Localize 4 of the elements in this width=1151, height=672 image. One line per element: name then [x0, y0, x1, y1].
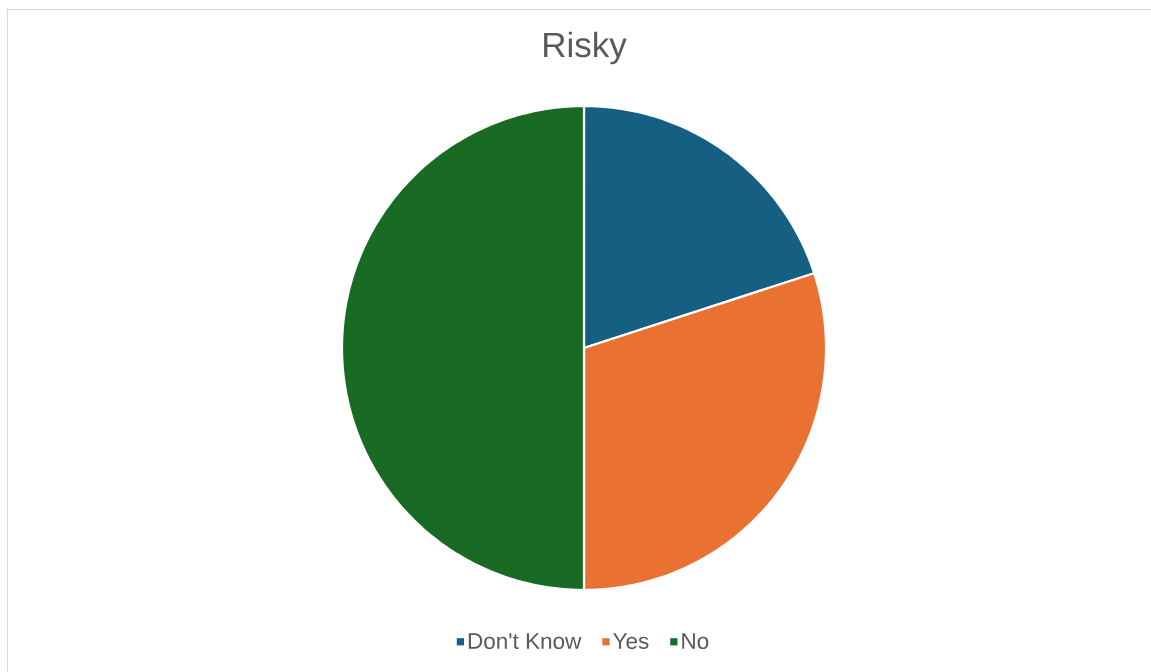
legend-label: No [682, 633, 709, 649]
legend-label: Don't Know [468, 633, 582, 649]
chart-title: Risky [544, 31, 627, 65]
legend-label: Yes [613, 633, 649, 649]
